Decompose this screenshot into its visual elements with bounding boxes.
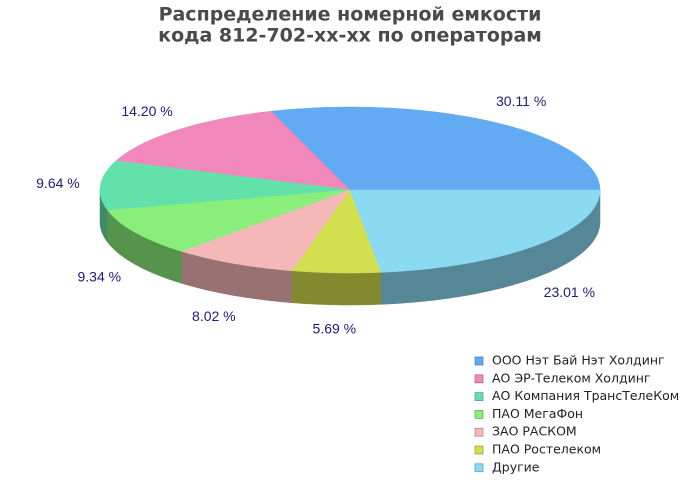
value-label: 5.69 % bbox=[313, 320, 357, 336]
legend-swatch bbox=[474, 427, 484, 437]
slice bbox=[99, 160, 351, 211]
legend-swatch bbox=[474, 356, 484, 366]
legend-label: АО ЭР-Телеком Холдинг bbox=[492, 370, 650, 385]
chart-title: кода 812-702-хх-хх по операторам bbox=[158, 25, 542, 47]
value-label: 23.01 % bbox=[544, 284, 595, 300]
value-label: 30.11 % bbox=[496, 93, 546, 109]
legend-label: ПАО Ростелеком bbox=[492, 442, 601, 457]
legend-label: Другие bbox=[492, 459, 540, 474]
legend-swatch bbox=[474, 374, 484, 384]
value-label: 9.34 % bbox=[78, 268, 122, 284]
legend-label: ООО Нэт Бай Нэт Холдинг bbox=[492, 353, 665, 368]
slice bbox=[349, 189, 601, 273]
slice bbox=[107, 189, 351, 252]
slice bbox=[291, 189, 382, 274]
legend-swatch bbox=[474, 463, 484, 473]
slice bbox=[181, 189, 351, 272]
legend-swatch bbox=[474, 410, 484, 419]
legend-swatch bbox=[474, 392, 484, 401]
legend-label: ЗАО РАСКОМ bbox=[492, 424, 577, 439]
legend-label: ПАО МегаФон bbox=[492, 406, 583, 421]
slice bbox=[270, 106, 601, 191]
value-label: 14.20 % bbox=[121, 103, 172, 119]
chart-title: Распределение номерной емкости bbox=[159, 4, 542, 26]
value-label: 8.02 % bbox=[192, 308, 236, 324]
value-label: 9.64 % bbox=[36, 175, 80, 191]
slice bbox=[115, 110, 351, 191]
legend-label: АО Компания ТрансТелеКом bbox=[492, 388, 679, 403]
legend-swatch bbox=[474, 445, 484, 455]
slice-side bbox=[292, 270, 382, 306]
